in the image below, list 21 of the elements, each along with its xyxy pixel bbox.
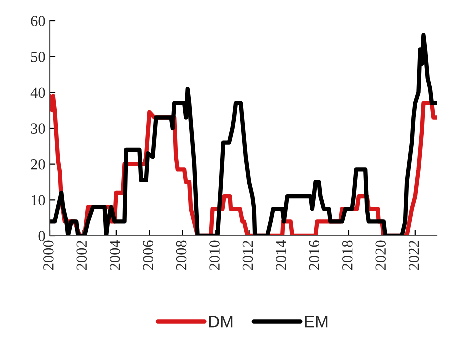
y-tick-label: 30: [31, 124, 46, 134]
x-tick-label: 2002: [76, 241, 88, 270]
x-tick-label: 2010: [210, 240, 220, 270]
x-tick-label: 2014: [276, 240, 286, 270]
x-tick-label: 2000: [44, 240, 54, 270]
y-tick-label: 40: [30, 88, 46, 98]
y-tick-label: 60: [31, 16, 46, 26]
x-tick-label: 2006: [143, 240, 154, 270]
x-tick-label: 2020: [376, 240, 386, 270]
y-tick-label: 20: [31, 159, 46, 170]
legend-label: DM: [209, 316, 233, 328]
x-tick-label: 2012: [242, 241, 254, 270]
x-tick-label: 2022: [408, 241, 420, 270]
x-tick-label: 2008: [176, 240, 187, 270]
x-tick-label: 2018: [342, 240, 353, 270]
legend-label: EM: [305, 316, 328, 328]
y-tick-label: 10: [32, 195, 46, 206]
x-tick-label: 2004: [110, 240, 120, 270]
x-tick-label: 2016: [309, 240, 320, 270]
y-tick-label: 0: [38, 231, 46, 242]
y-tick-label: 50: [31, 52, 46, 62]
